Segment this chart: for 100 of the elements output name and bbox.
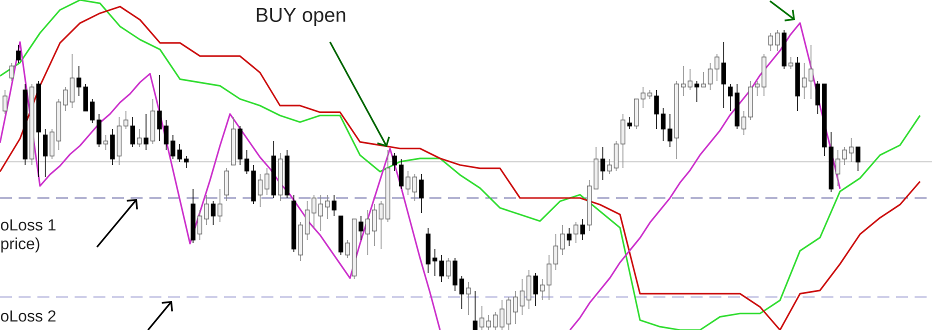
- candlestick: [533, 272, 538, 306]
- candlestick: [197, 210, 202, 240]
- candlestick: [124, 110, 128, 130]
- candlestick: [600, 146, 606, 180]
- candlestick: [164, 120, 169, 150]
- candlestick: [842, 146, 847, 166]
- candlestick: [63, 86, 68, 112]
- candlestick: [701, 72, 706, 88]
- candlestick: [103, 134, 108, 150]
- candlestick: [647, 90, 652, 100]
- candlestick: [419, 174, 424, 214]
- candlestick: [472, 290, 478, 330]
- candlestick: [546, 254, 552, 300]
- candlestick: [325, 194, 330, 220]
- candlestick: [177, 144, 182, 162]
- candlestick: [50, 128, 54, 160]
- candlestick: [620, 114, 626, 168]
- candlestick: [130, 116, 135, 148]
- candlestick: [506, 296, 512, 330]
- candlestick: [9, 62, 14, 82]
- candlestick: [16, 44, 21, 64]
- candlestick: [721, 42, 726, 108]
- candlestick: [184, 156, 189, 168]
- candlestick: [378, 200, 384, 250]
- candlestick: [754, 80, 760, 96]
- candlestick: [459, 276, 464, 310]
- candlestick: [312, 194, 316, 228]
- candlestick: [372, 204, 377, 246]
- candlestick: [788, 56, 794, 70]
- candlestick: [708, 62, 713, 90]
- candlestick: [808, 44, 814, 100]
- candlestick: [714, 54, 720, 82]
- candlestick: [224, 168, 229, 202]
- candlestick: [848, 138, 854, 162]
- candlestick: [318, 194, 324, 232]
- candlestick: [136, 128, 142, 148]
- candlestick: [815, 80, 820, 114]
- candlestick: [480, 306, 484, 330]
- candlestick: [258, 174, 263, 208]
- candlestick: [406, 170, 410, 196]
- annotation: BUY open: [256, 8, 346, 26]
- candlestick: [668, 114, 672, 148]
- annotation: oLoss 2: [0, 310, 56, 322]
- candlestick: [83, 84, 88, 112]
- candlestick: [660, 108, 666, 142]
- candlestick: [110, 128, 115, 166]
- annotation: oLoss 1: [0, 219, 56, 231]
- candlestick: [392, 152, 397, 172]
- candlestick: [741, 110, 746, 136]
- candlestick: [856, 146, 860, 172]
- candlestick: [614, 140, 619, 172]
- candlestick: [304, 200, 310, 240]
- candlestick: [654, 90, 659, 130]
- candlestick: [365, 210, 370, 256]
- candlestick: [607, 158, 612, 174]
- candlestick: [486, 314, 491, 330]
- candlestick: [439, 254, 444, 282]
- candlestick: [553, 234, 558, 270]
- annotation: price): [1, 238, 40, 252]
- candlestick: [90, 98, 95, 124]
- candlestick: [96, 114, 102, 148]
- candlestick: [244, 150, 250, 174]
- candlestick: [446, 258, 451, 280]
- candlestick: [513, 290, 518, 324]
- candlestick: [526, 270, 532, 310]
- candlestick: [204, 194, 209, 226]
- candlestick: [452, 258, 458, 292]
- candlestick: [170, 134, 176, 160]
- candlestick: [688, 68, 692, 90]
- candlestick: [412, 174, 418, 202]
- candlestick: [210, 200, 216, 226]
- candlestick: [694, 80, 700, 102]
- candlestick: [627, 116, 632, 130]
- candlestick: [566, 228, 572, 246]
- candlestick: [681, 66, 686, 96]
- candlestick: [836, 150, 840, 186]
- candlestick: [580, 218, 585, 240]
- candlestick: [264, 168, 270, 196]
- candlestick: [492, 312, 498, 330]
- candlestick: [157, 74, 162, 142]
- candlestick: [144, 114, 148, 150]
- candlestick: [728, 84, 733, 112]
- candlestick: [520, 278, 525, 316]
- candlestick: [560, 224, 565, 256]
- candlestick: [466, 282, 471, 316]
- candlestick: [640, 86, 646, 108]
- candlestick: [218, 188, 222, 222]
- candlestick: [398, 158, 404, 190]
- candlestick: [358, 216, 364, 240]
- candlestick: [345, 240, 350, 258]
- candlestick: [42, 128, 48, 178]
- candlestick: [574, 222, 578, 244]
- candlestick: [2, 90, 8, 114]
- candlestick: [768, 32, 774, 52]
- candlestick: [332, 194, 336, 216]
- candlestick: [76, 66, 82, 96]
- candlestick: [70, 54, 75, 108]
- candlestick: [802, 62, 807, 100]
- candlestick: [775, 30, 780, 52]
- candlestick: [432, 248, 438, 276]
